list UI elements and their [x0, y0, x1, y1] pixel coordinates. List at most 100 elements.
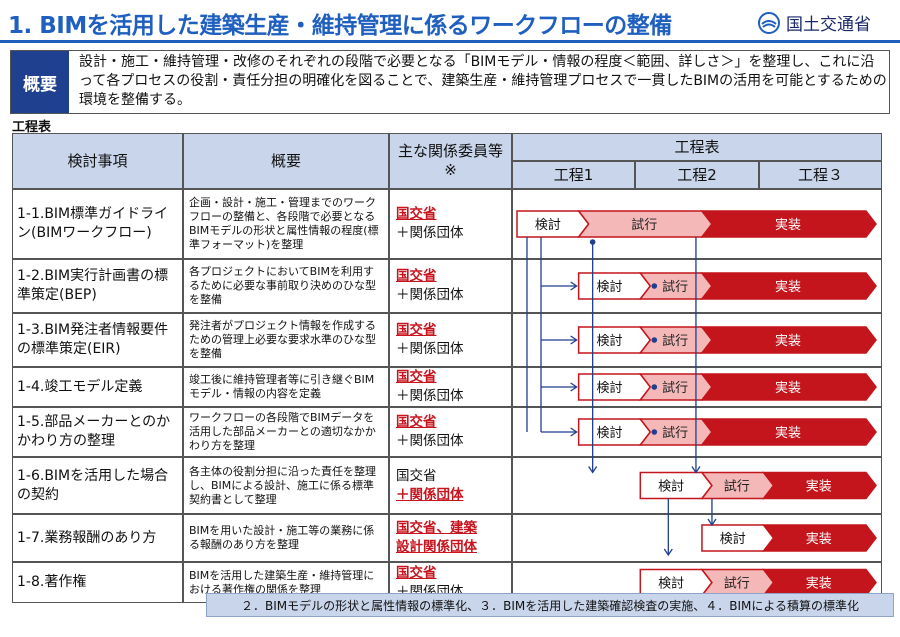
- schedule-jisso-4-label: 実装: [775, 380, 801, 396]
- row-member-m1: 国交省: [396, 322, 437, 338]
- row-overview: 企画・設計・施工・管理までのワークフローの整備と、各段階で必要となるBIMモデル…: [183, 189, 389, 259]
- row-item-name: 1-2.BIM実行計画書の標準策定(BEP): [12, 259, 183, 313]
- row-item-name-text: 1-4.竣工モデル定義: [17, 378, 143, 395]
- schedule-jisso-8: 実装: [762, 568, 877, 597]
- schedule-jisso-5: 実装: [700, 418, 877, 446]
- row-members: 国交省 ＋関係団体: [389, 189, 512, 259]
- ministry-logo: 国土交通省: [758, 10, 871, 35]
- row-overview: 各プロジェクトにおいてBIMを利用するために必要な事前取り決めのひな型を整備: [183, 259, 389, 313]
- row-members: 国交省 ＋関係団体: [389, 407, 512, 457]
- schedule-kento-5: 検討: [577, 418, 652, 446]
- summary-text: 設計・施工・維持管理・改修のそれぞれの段階で必要となる「BIMモデル・情報の程度…: [79, 54, 887, 108]
- row-overview: 各主体の役割分担に沿った責任を整理し、BIMによる設計、施工に係る標準契約書とし…: [183, 457, 389, 514]
- row-overview-text: BIMを用いた設計・施工等の業務に係る報酬のあり方を整理: [189, 524, 375, 551]
- schedule-kento-3: 検討: [577, 326, 652, 354]
- schedule-jisso-3-label: 実装: [775, 333, 801, 349]
- row-member-m1: 国交省: [396, 369, 437, 385]
- summary-label: 概要: [11, 51, 69, 113]
- table-caption: 工程表: [12, 120, 52, 135]
- schedule-jisso-7: 実装: [762, 524, 877, 552]
- row-overview-text: ワークフローの各段階でBIMデータを活用した部品メーカーとの適切なかかわり方を整…: [189, 411, 376, 452]
- page-title: 1. BIMを活用した建築生産・維持管理に係るワークフローの整備: [8, 13, 672, 39]
- schedule-jisso-6: 実装: [762, 471, 877, 500]
- connector-c-head: [588, 466, 598, 474]
- schedule-shiko-1: 試行: [577, 210, 713, 238]
- header-phase-3: 工程３: [759, 161, 882, 189]
- schedule-shiko-6: 試行: [700, 471, 775, 500]
- schedule-jisso-7-label: 実装: [806, 531, 832, 547]
- schedule-shiko-2-label: 試行: [662, 279, 688, 295]
- schedule-shiko-4-label: 試行: [662, 380, 688, 396]
- footer-note: ２．BIMモデルの形状と属性情報の標準化、３．BIMを活用した建築確認検査の実施…: [206, 593, 894, 617]
- row-item-name-text: 1-1.BIM標準ガイドライン(BIMワークフロー): [17, 206, 169, 241]
- row-item-name-text: 1-2.BIM実行計画書の標準策定(BEP): [17, 268, 169, 303]
- header-overview: 概要: [183, 133, 389, 189]
- connector-h-3-head: [570, 335, 578, 345]
- connector-h-2-head: [570, 281, 578, 291]
- header-phase-1: 工程1: [512, 161, 635, 189]
- row-item-name-text: 1-8.著作権: [17, 574, 87, 590]
- connector-h-5-head: [570, 427, 578, 437]
- title-rule: [0, 40, 900, 43]
- schedule-jisso-2: 実装: [700, 272, 877, 300]
- schedule-kento-4: 検討: [577, 373, 652, 401]
- row-member-m2: 設計関係団体: [396, 539, 477, 555]
- summary-box: 概要 設計・施工・維持管理・改修のそれぞれの段階で必要となる「BIMモデル・情報…: [10, 50, 890, 114]
- schedule-shiko-5-label: 試行: [662, 425, 688, 441]
- row-member-m2: ＋関係団体: [396, 341, 464, 357]
- row-member-m2: ＋関係団体: [396, 287, 464, 303]
- connector-dot-4: [651, 384, 658, 390]
- connector-h-4-head: [570, 382, 578, 392]
- schedule-kento-5-label: 検討: [596, 425, 622, 441]
- connector-e-head: [663, 548, 673, 557]
- schedule-jisso-6-label: 実装: [806, 479, 832, 495]
- schedule-jisso-3: 実装: [700, 326, 877, 354]
- schedule-kento-1-label: 検討: [535, 217, 561, 233]
- schedule-shiko-5: 試行: [638, 418, 713, 446]
- row-members: 国交省 ＋関係団体: [389, 259, 512, 313]
- schedule-shiko-1-label: 試行: [631, 217, 657, 233]
- schedule-shiko-4: 試行: [638, 373, 713, 401]
- schedule-jisso-4: 実装: [700, 373, 877, 401]
- schedule-kento-1: 検討: [516, 210, 590, 238]
- schedule-kento-7-label: 検討: [720, 531, 746, 547]
- row-overview: ワークフローの各段階でBIMデータを活用した部品メーカーとの適切なかかわり方を整…: [183, 407, 389, 457]
- row-item-name: 1-6.BIMを活用した場合の契約: [12, 457, 183, 514]
- ministry-name: 国土交通省: [786, 15, 871, 35]
- row-member-m1: 国交省: [396, 467, 437, 484]
- row-item-name: 1-5.部品メーカーとのかかわり方の整理: [12, 407, 183, 457]
- header-phase-2: 工程2: [635, 161, 759, 189]
- ministry-emblem-icon: [758, 11, 780, 34]
- schedule-shiko-8-label: 試行: [724, 576, 750, 592]
- schedule-jisso-1-label: 実装: [775, 217, 801, 233]
- row-member-m2: ＋関係団体: [396, 225, 464, 241]
- row-member-m2: ＋関係団体: [396, 388, 464, 404]
- connector-d-head: [691, 466, 701, 474]
- schedule-jisso-8-label: 実装: [806, 576, 832, 592]
- row-members: 国交省 ＋関係団体: [389, 313, 512, 367]
- schedule-shiko-2: 試行: [638, 272, 713, 300]
- row-item-name-text: 1-7.業務報酬のあり方: [17, 529, 157, 546]
- row-item-name: 1-4.竣工モデル定義: [12, 367, 183, 407]
- schedule-jisso-5-label: 実装: [775, 425, 801, 441]
- schedule-kento-6: 検討: [639, 471, 713, 500]
- row-item-name-text: 1-5.部品メーカーとのかかわり方の整理: [17, 414, 171, 449]
- row-item-name: 1-3.BIM発注者情報要件の標準策定(EIR): [12, 313, 183, 367]
- connector-f-head: [707, 518, 717, 527]
- row-item-name-text: 1-6.BIMを活用した場合の契約: [17, 467, 169, 503]
- schedule-shiko-3-label: 試行: [662, 333, 688, 349]
- row-member-m1: 国交省、建築: [396, 520, 477, 536]
- connector-dot-2: [651, 283, 658, 289]
- row-item-name: 1-7.業務報酬のあり方: [12, 514, 183, 562]
- row-members: 国交省、建築 設計関係団体: [389, 514, 512, 562]
- schedule-jisso-2-label: 実装: [775, 279, 801, 295]
- row-member-m2: ＋関係団体: [396, 486, 464, 503]
- row-member-m1: 国交省: [396, 414, 437, 430]
- header-members: 主な関係委員等※: [389, 133, 512, 189]
- row-item-name-text: 1-3.BIM発注者情報要件の標準策定(EIR): [17, 322, 169, 357]
- row-overview-text: BIMを活用した建築生産・維持管理における著作権の関係を整理: [189, 568, 375, 596]
- row-member-m1: 国交省: [396, 268, 437, 284]
- row-overview: BIMを用いた設計・施工等の業務に係る報酬のあり方を整理: [183, 514, 389, 562]
- schedule-kento-2-label: 検討: [596, 279, 622, 295]
